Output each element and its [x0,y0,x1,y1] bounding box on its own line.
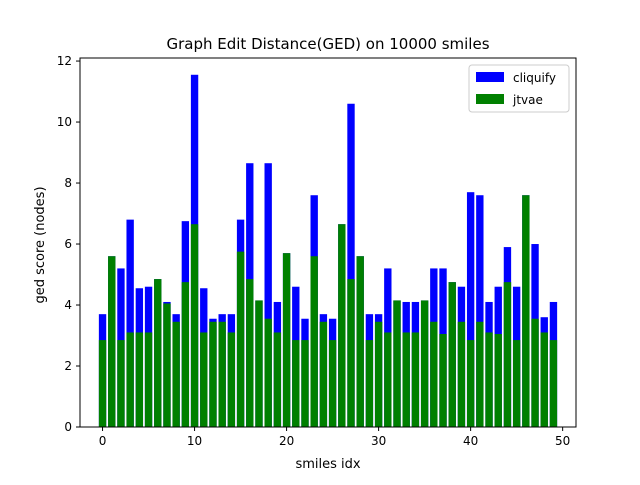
bar-jtvae-6 [154,279,162,427]
bar-jtvae-31 [384,332,392,427]
bar-jtvae-40 [466,340,475,427]
bar-jtvae-5 [144,332,153,427]
bar-jtvae-38 [448,282,456,427]
bar-jtvae-29 [365,340,374,427]
bar-cliquify-40 [466,192,475,427]
bar-jtvae-1 [108,256,116,427]
bar-jtvae-24 [319,321,328,427]
bar-jtvae-17 [255,300,263,427]
bar-jtvae-18 [264,318,272,427]
legend-label-jtvae: jtvae [512,93,543,107]
bar-jtvae-30 [374,321,383,427]
bar-cliquify-18 [264,163,272,427]
bar-jtvae-45 [512,340,521,427]
bars-layer [98,74,558,427]
y-axis-label: ged score (nodes) [33,186,48,303]
bar-jtvae-46 [522,195,530,427]
bar-jtvae-9 [181,282,190,427]
bar-jtvae-2 [117,340,125,427]
x-tick-label: 20 [279,434,294,448]
bar-jtvae-16 [246,279,254,427]
x-tick-label: 0 [99,434,107,448]
bar-jtvae-44 [503,282,512,427]
bar-jtvae-21 [292,340,300,427]
x-axis-label: smiles idx [295,457,360,472]
y-tick-label: 8 [64,176,72,190]
x-tick-label: 50 [555,434,570,448]
legend-label-cliquify: cliquify [513,71,556,85]
bar-jtvae-34 [411,332,420,427]
bar-jtvae-33 [402,332,410,427]
x-tick-label: 30 [371,434,386,448]
bar-jtvae-36 [430,321,438,427]
bar-jtvae-42 [485,332,493,427]
bar-jtvae-23 [310,256,318,427]
y-tick-label: 10 [57,115,72,129]
bar-jtvae-27 [347,279,355,427]
plot-frame [79,57,577,428]
bar-jtvae-20 [282,253,291,427]
bar-jtvae-14 [227,332,236,427]
bar-jtvae-47 [531,318,539,427]
chart-title: Graph Edit Distance(GED) on 10000 smiles [166,35,489,53]
bar-jtvae-13 [218,321,226,427]
bar-jtvae-35 [420,300,429,427]
bar-jtvae-25 [328,340,337,427]
y-tick-label: 2 [64,359,72,373]
bar-jtvae-41 [476,321,484,427]
bar-jtvae-4 [135,332,144,427]
bar-jtvae-0 [98,340,107,427]
y-tick-label: 6 [64,237,72,251]
bar-jtvae-15 [236,251,245,427]
y-tick-label: 12 [57,54,72,68]
legend: cliquify jtvae [468,64,570,113]
bar-cliquify-3 [126,219,134,427]
series-jtvae [98,195,558,427]
bar-jtvae-11 [200,332,208,427]
bar-jtvae-39 [457,321,466,427]
bar-cliquify-27 [347,103,355,427]
bar-jtvae-10 [190,224,199,427]
bar-jtvae-7 [163,303,171,427]
bar-jtvae-12 [209,321,217,427]
bar-jtvae-43 [494,333,502,427]
bar-jtvae-32 [393,300,401,427]
x-tick-label: 40 [463,434,478,448]
bar-jtvae-22 [301,340,309,427]
bar-jtvae-26 [338,224,346,427]
y-tick-label: 4 [64,298,72,312]
bar-jtvae-28 [356,256,364,427]
bar-jtvae-48 [540,332,548,427]
bar-jtvae-19 [273,332,282,427]
bar-jtvae-8 [172,321,180,427]
legend-swatch-jtvae [476,94,504,104]
bar-jtvae-37 [439,333,447,427]
bar-cliquify-41 [476,195,484,427]
axes-layer: 0 10 20 30 40 50 0 2 4 6 8 10 12 [57,54,577,448]
bar-jtvae-49 [549,340,558,427]
bar-jtvae-3 [126,332,134,427]
x-tick-label: 10 [187,434,202,448]
y-tick-label: 0 [64,420,72,434]
legend-swatch-cliquify [476,72,504,82]
